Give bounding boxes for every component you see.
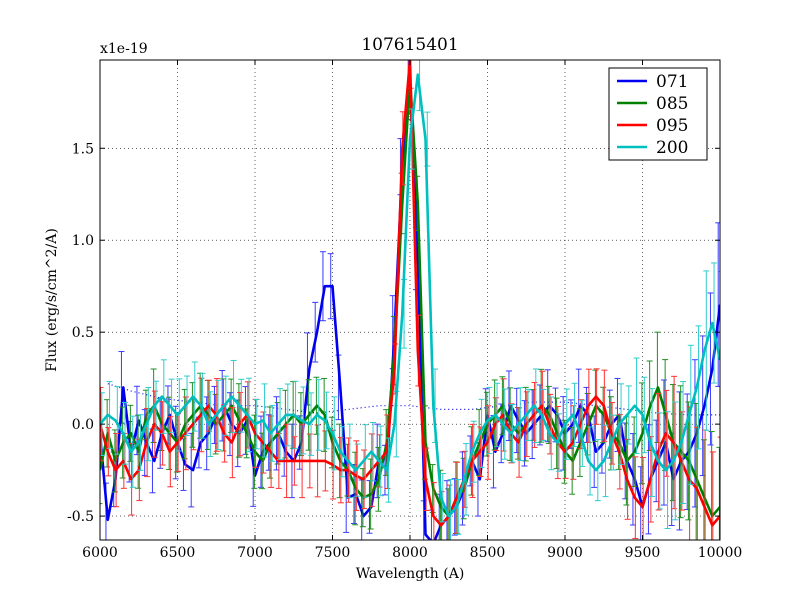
legend-box (608, 67, 708, 161)
x-tick-label: 8000 (392, 545, 428, 561)
y-tick-label: 1.0 (72, 233, 94, 249)
y-offset-label: x1e-19 (100, 41, 148, 57)
axis-ticks: 6000 6500 7000 7500 8000 8500 9000 9500 10000 -0.… (67, 60, 742, 561)
legend-label-200: 200 (656, 138, 688, 158)
x-tick-label: 6000 (82, 545, 118, 561)
y-tick-label: 0.5 (72, 325, 94, 341)
series-200 (100, 60, 720, 540)
series-group (100, 60, 720, 540)
legend-label-071: 071 (656, 72, 688, 92)
y-tick-label: 0.0 (72, 417, 94, 433)
legend-label-085: 085 (656, 94, 688, 114)
x-tick-label: 7500 (315, 545, 351, 561)
y-tick-label: -0.5 (67, 509, 94, 525)
series-line-200 (100, 73, 720, 518)
x-tick-label: 8500 (470, 545, 506, 561)
x-tick-label: 10000 (698, 545, 743, 561)
legend-label-095: 095 (656, 116, 688, 136)
y-tick-label: 1.5 (72, 141, 94, 157)
x-tick-label: 9500 (625, 545, 661, 561)
chart-title: 107615401 (361, 35, 458, 55)
x-axis-label: Wavelength (A) (356, 566, 465, 582)
y-axis-label: Flux (erg/s/cm^2/A) (44, 228, 60, 372)
x-tick-label: 9000 (547, 545, 583, 561)
x-tick-label: 7000 (237, 545, 273, 561)
x-tick-label: 6500 (160, 545, 196, 561)
